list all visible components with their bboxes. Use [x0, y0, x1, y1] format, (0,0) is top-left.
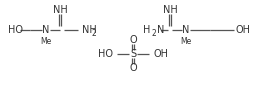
Text: N: N: [157, 25, 164, 35]
Text: N: N: [42, 25, 50, 35]
Text: 2: 2: [152, 30, 156, 38]
Text: 2: 2: [91, 30, 96, 38]
Text: O: O: [129, 63, 137, 73]
Text: Me: Me: [40, 38, 52, 46]
Text: OH: OH: [153, 49, 168, 59]
Text: H: H: [143, 25, 150, 35]
Text: O: O: [129, 35, 137, 45]
Text: N: N: [182, 25, 190, 35]
Text: NH: NH: [53, 5, 67, 15]
Text: NH: NH: [82, 25, 97, 35]
Text: OH: OH: [236, 25, 251, 35]
Text: HO: HO: [98, 49, 113, 59]
Text: S: S: [130, 49, 136, 59]
Text: NH: NH: [163, 5, 177, 15]
Text: HO: HO: [8, 25, 23, 35]
Text: Me: Me: [180, 38, 192, 46]
